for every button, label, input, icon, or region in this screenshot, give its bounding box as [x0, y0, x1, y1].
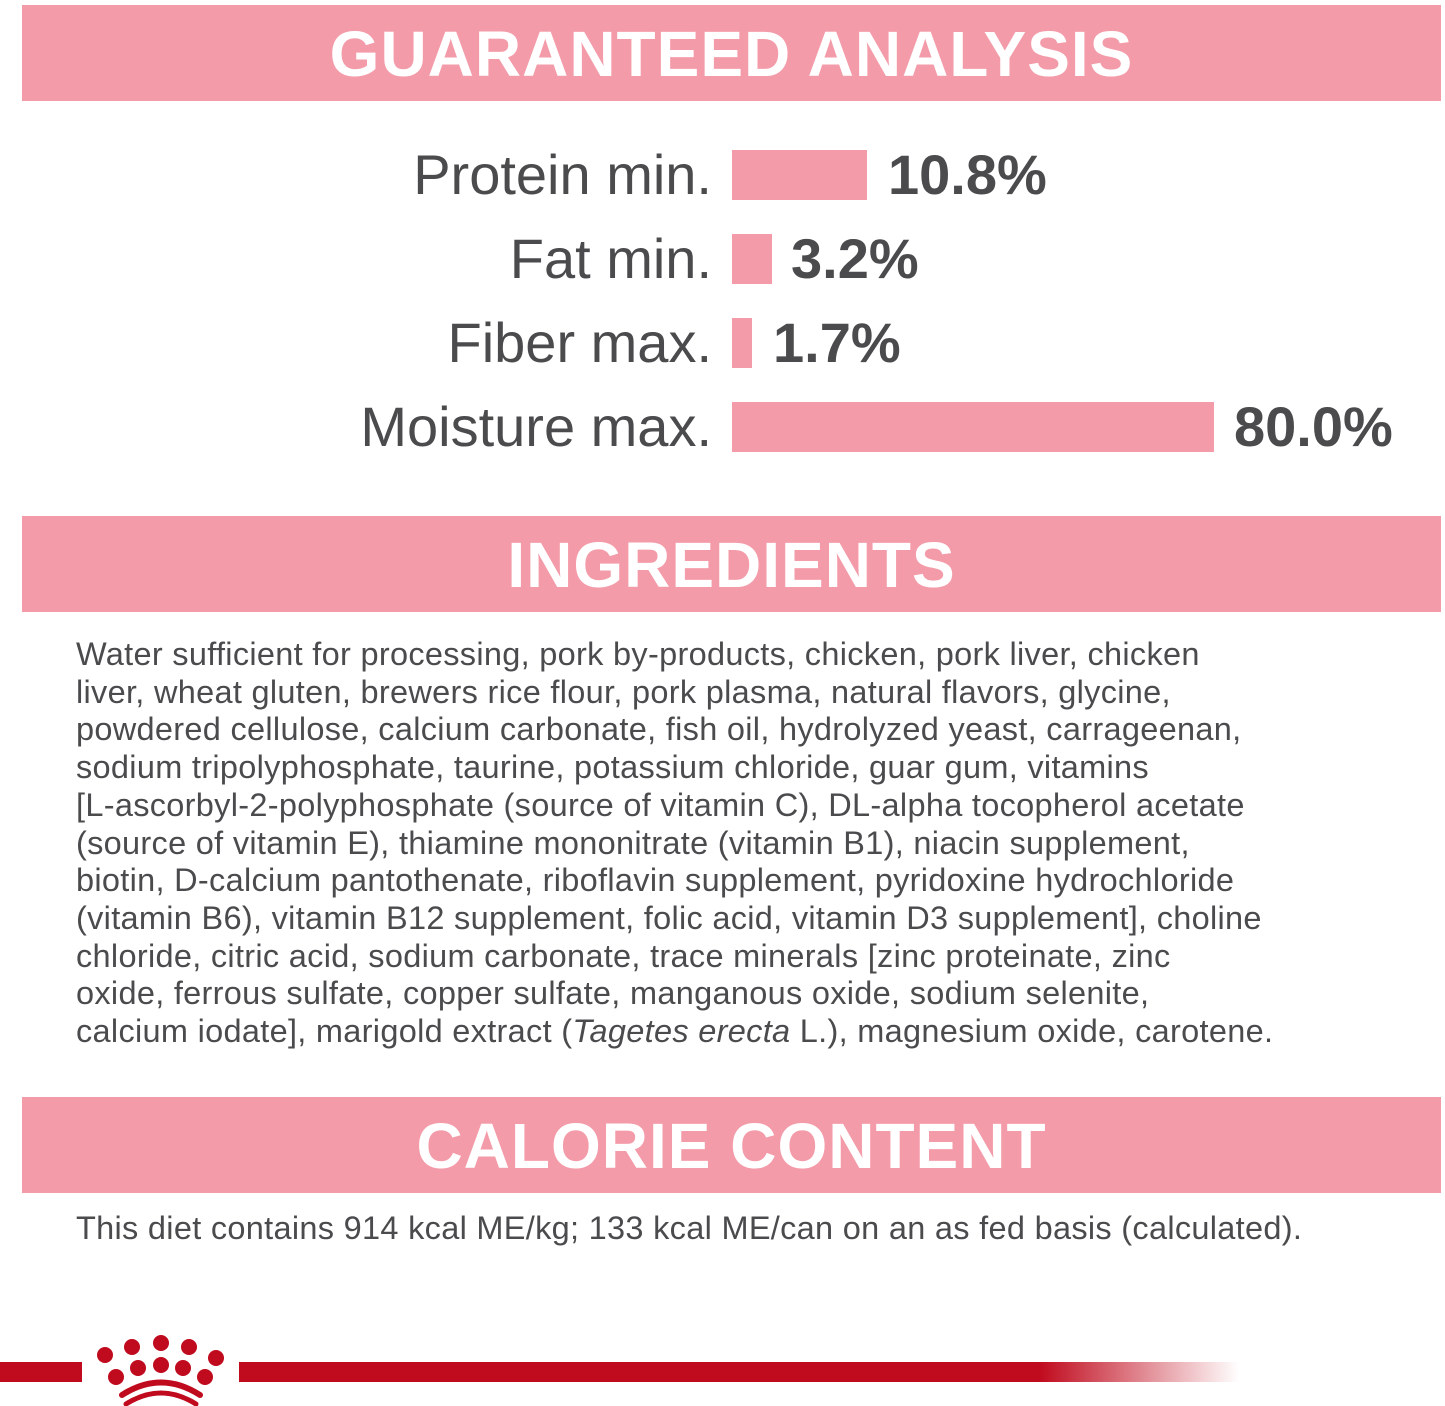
calorie-text: This diet contains 914 kcal ME/kg; 133 k… — [76, 1210, 1303, 1246]
analysis-row-moisture: Moisture max. 80.0% — [0, 395, 1445, 458]
ingredients-line: biotin, D-calcium pantothenate, riboflav… — [76, 862, 1235, 899]
analysis-label: Protein min. — [413, 143, 712, 206]
analysis-row-fat: Fat min. 3.2% — [0, 227, 1445, 290]
ingredients-line: sodium tripolyphosphate, taurine, potass… — [76, 749, 1149, 786]
analysis-bar — [732, 234, 772, 284]
analysis-bar — [732, 402, 1214, 452]
calorie-content-header: CALORIE CONTENT — [22, 1097, 1441, 1193]
analysis-value: 10.8% — [888, 143, 1047, 206]
ingredients-header: INGREDIENTS — [22, 516, 1441, 612]
ingredients-line: chloride, citric acid, sodium carbonate,… — [76, 937, 1171, 974]
analysis-value: 1.7% — [773, 311, 901, 374]
ingredients-line: oxide, ferrous sulfate, copper sulfate, … — [76, 975, 1150, 1012]
analysis-row-protein: Protein min. 10.8% — [0, 143, 1445, 206]
ingredients-text-part: L.), magnesium oxide, carotene. — [790, 1013, 1274, 1050]
analysis-label: Fiber max. — [447, 311, 713, 374]
analysis-label: Fat min. — [509, 227, 712, 290]
crown-logo-icon — [97, 1335, 224, 1406]
ingredients-line: Water sufficient for processing, pork by… — [76, 636, 1200, 672]
ingredients-line: calcium iodate], marigold extract (Taget… — [76, 1013, 1416, 1051]
analysis-bar — [732, 150, 867, 200]
analysis-value: 3.2% — [791, 227, 919, 290]
ingredients-line: liver, wheat gluten, brewers rice flour,… — [76, 673, 1171, 710]
ingredients-line: (source of vitamin E), thiamine mononitr… — [76, 824, 1190, 861]
ingredients-text: Water sufficient for processing, pork by… — [76, 636, 1416, 1051]
analysis-label: Moisture max. — [360, 395, 712, 458]
brand-line-left — [0, 1362, 82, 1382]
ingredients-line: powdered cellulose, calcium carbonate, f… — [76, 711, 1242, 748]
analysis-row-fiber: Fiber max. 1.7% — [0, 311, 1445, 374]
ingredients-line: [L-ascorbyl-2-polyphosphate (source of v… — [76, 786, 1245, 823]
ingredients-line: (vitamin B6), vitamin B12 supplement, fo… — [76, 899, 1262, 936]
guaranteed-analysis-header: GUARANTEED ANALYSIS — [22, 5, 1441, 101]
ingredients-text-part: calcium iodate], marigold extract ( — [76, 1013, 573, 1050]
brand-line-right — [239, 1362, 1239, 1382]
ingredients-italic-text: Tagetes erecta — [572, 1013, 791, 1050]
analysis-value: 80.0% — [1234, 395, 1393, 458]
analysis-bar — [732, 318, 752, 368]
